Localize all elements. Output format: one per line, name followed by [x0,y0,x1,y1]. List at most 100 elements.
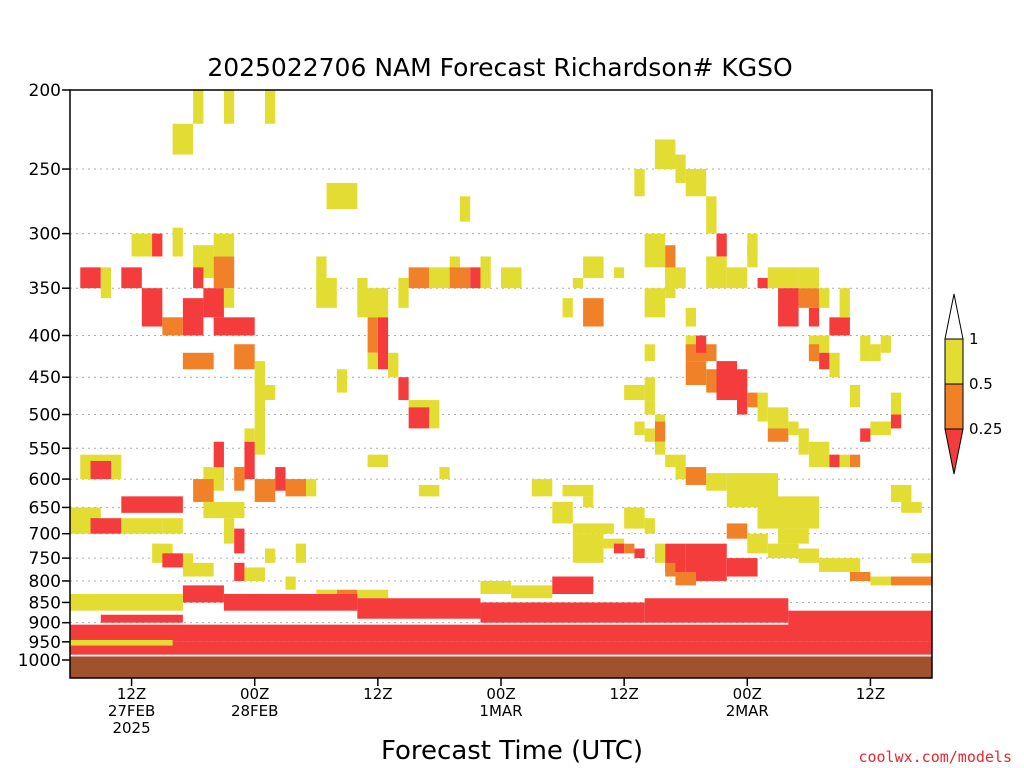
ri-cell [367,317,378,353]
ri-cell [244,441,255,480]
x-tick-label: 28FEB [231,702,278,720]
ri-cell [726,558,758,577]
y-axis: 200 250 300 350 400 450 500 550 600 650 700 750 8008… [18,81,70,671]
ri-cell [357,589,389,599]
ri-cell [418,484,440,497]
ri-cell [624,507,645,529]
ri-cell [829,454,840,468]
ri-cell [70,639,173,646]
ri-cell [767,267,799,289]
ri-cell [408,407,430,429]
ri-cell [644,377,655,401]
ri-cell [849,454,861,468]
ri-cell [932,369,942,385]
legend-label: 0.25 [969,420,1002,438]
ri-cell [613,543,625,554]
y-tick-label: 200 [29,81,61,101]
ri-cell [552,501,573,524]
y-tick-label: 650 [29,498,61,518]
y-tick-label: 350 [29,279,61,299]
ri-cell [798,548,820,563]
ri-cell [624,384,645,401]
ri-cell [685,361,707,385]
ri-cell [839,288,850,318]
y-tick-label: 900 [29,614,61,634]
ri-cell [80,267,101,289]
ri-cell [870,421,891,436]
ri-cell [182,298,204,336]
x-tick-label: 00Z [240,685,269,703]
ri-cell [890,414,902,429]
ri-cell [141,288,163,327]
ri-cell [316,256,327,289]
credit-text: coolwx.com/models [858,748,1012,766]
y-tick-label: 600 [29,470,61,490]
ri-cell [583,298,604,327]
ri-cell [459,196,471,222]
ri-cell [480,580,512,595]
ri-cell [203,288,224,318]
ri-cell [213,256,235,289]
ri-cell [911,553,932,563]
ri-cell [562,484,594,497]
ri-cell [726,523,748,539]
ri-cell [244,428,255,442]
legend-label: 1 [969,330,979,348]
ri-cell [531,479,553,497]
ri-cell [100,267,112,299]
ri-cell [203,501,245,519]
x-tick-label: 12Z [117,685,146,703]
ri-cell [501,267,522,289]
legend-swatch-0-5-to-1 [944,338,964,385]
x-axis-label: Forecast Time (UTC) [381,736,643,766]
ri-cell [706,196,717,234]
ri-cell [665,454,676,468]
y-tick-label: 550 [29,439,61,459]
ri-cell [193,90,204,124]
ri-cell [439,467,450,480]
ri-cell [182,585,224,603]
x-tick-label: 12Z [609,685,638,703]
ri-cell [90,518,122,534]
ri-cell [685,307,696,327]
ri-cell [675,154,686,183]
x-tick-label: 12Z [856,685,885,703]
ri-cell [152,233,163,257]
ri-cell [870,576,891,586]
y-tick-label: 300 [29,225,61,245]
ri-cell [213,233,235,257]
ri-cell [654,139,676,170]
ri-cell [264,384,276,401]
ri-cell [398,377,409,401]
ri-cell [223,288,235,308]
ri-cell [747,533,768,554]
y-tick-label: 750 [29,549,61,569]
color-legend: 1 0.5 0.25 [944,293,1002,475]
x-tick-label: 00Z [486,685,515,703]
y-tick-label: 850 [29,593,61,613]
ri-cell [716,233,727,257]
ri-cell [798,288,820,308]
ri-cell [634,169,645,197]
ri-cell [306,479,317,497]
ri-cell [552,576,594,595]
ri-cell [121,518,163,534]
ri-cell [819,288,830,308]
ri-cell [398,277,409,308]
y-tick-label: 700 [29,525,61,545]
ri-cell [675,572,696,586]
ri-cell [162,518,183,534]
legend-label: 0.5 [969,375,993,393]
ri-cell [860,335,871,362]
legend-swatch-above-1 [944,293,964,340]
ri-cell [182,352,214,370]
ri-cell [675,454,686,480]
ri-cell [747,233,758,268]
below-ground-fill [70,656,932,678]
ri-cell [223,90,235,124]
x-tick-label: 12Z [363,685,392,703]
ri-cell [890,576,932,586]
ri-cell [870,344,881,362]
ri-cell [572,523,614,534]
